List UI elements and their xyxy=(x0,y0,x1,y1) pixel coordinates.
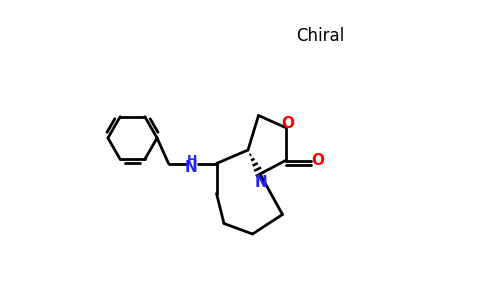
Text: N: N xyxy=(184,160,197,175)
Text: Chiral: Chiral xyxy=(296,27,344,45)
Text: O: O xyxy=(311,153,324,168)
Text: N: N xyxy=(254,175,267,190)
Text: O: O xyxy=(281,116,294,131)
Text: H: H xyxy=(187,154,197,167)
